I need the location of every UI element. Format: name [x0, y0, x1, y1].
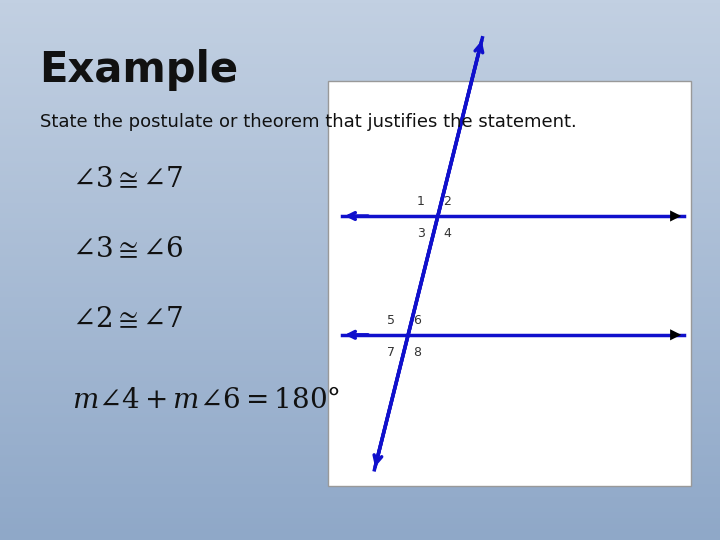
Text: $\angle 3 \cong \angle 6$: $\angle 3 \cong \angle 6$ — [72, 235, 184, 263]
Text: 5: 5 — [387, 314, 395, 327]
Text: State the postulate or theorem that justifies the statement.: State the postulate or theorem that just… — [40, 113, 576, 131]
Text: $m\angle 4 + m\angle 6 = 180°$: $m\angle 4 + m\angle 6 = 180°$ — [72, 386, 341, 414]
Text: 6: 6 — [413, 314, 421, 327]
Text: Example: Example — [40, 49, 239, 91]
Text: $\angle 3 \cong \angle 7$: $\angle 3 \cong \angle 7$ — [72, 165, 184, 193]
Text: 2: 2 — [443, 195, 451, 208]
Text: 4: 4 — [443, 227, 451, 240]
Text: 1: 1 — [417, 195, 425, 208]
Text: 7: 7 — [387, 346, 395, 359]
Text: $\angle 2 \cong \angle 7$: $\angle 2 \cong \angle 7$ — [72, 305, 184, 333]
Text: 8: 8 — [413, 346, 421, 359]
Bar — [328, 81, 691, 486]
Text: 3: 3 — [417, 227, 425, 240]
